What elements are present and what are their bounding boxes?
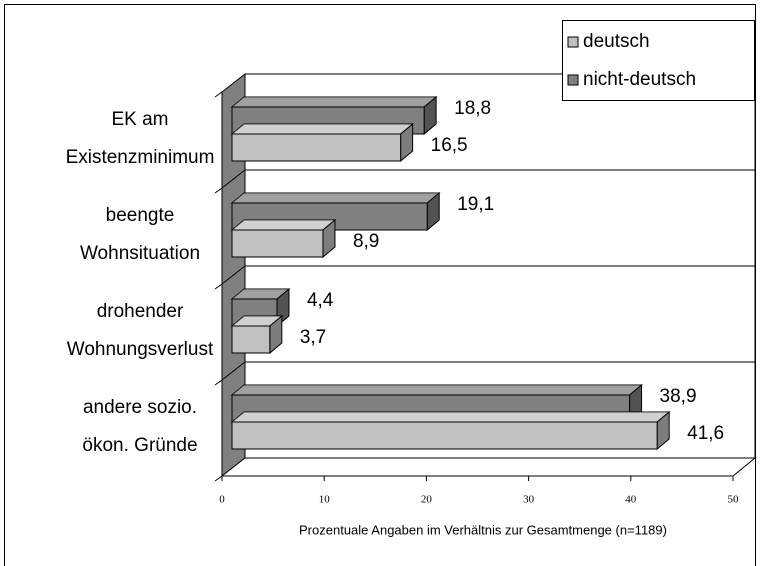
bar-side-shade xyxy=(269,316,282,353)
category-label: drohender xyxy=(97,301,184,322)
category-tick xyxy=(214,283,223,290)
legend-swatch xyxy=(567,36,579,48)
bar-side-shade xyxy=(657,412,670,449)
value-label: 16,5 xyxy=(431,135,468,156)
x-tick-label: 40 xyxy=(625,494,637,506)
bar-top-shade xyxy=(232,316,282,326)
category-separator xyxy=(221,169,246,189)
bar-side-shade xyxy=(400,124,413,161)
category-label: andere sozio. xyxy=(83,397,197,418)
bar-top-shade xyxy=(232,385,642,395)
bar-side-shade xyxy=(424,97,437,134)
bar-top-shade xyxy=(232,220,335,230)
floor xyxy=(220,457,757,477)
category-separator xyxy=(221,265,246,285)
category-tick xyxy=(214,379,223,386)
category-tick xyxy=(214,91,223,98)
bar-side-shade xyxy=(427,193,440,230)
category-label: Existenzminimum xyxy=(66,147,215,168)
category-tick xyxy=(214,187,223,194)
legend-box xyxy=(562,20,755,101)
category-label: EK am xyxy=(111,109,168,130)
category-label: Wohnungsverlust xyxy=(67,339,214,360)
legend-swatch xyxy=(567,74,579,86)
bar-top-shade xyxy=(232,412,670,422)
bar xyxy=(231,325,271,354)
bar-top-shade xyxy=(232,193,440,203)
x-tick-label: 20 xyxy=(421,494,433,506)
bar-side-shade xyxy=(322,220,335,257)
category-label: ökon. Gründe xyxy=(82,435,197,456)
bar-top-shade xyxy=(232,124,413,134)
value-label: 41,6 xyxy=(687,423,724,444)
x-axis-label: Prozentuale Angaben im Verhältnis zur Ge… xyxy=(299,522,667,537)
legend-label: deutsch xyxy=(583,31,650,52)
x-tick-label: 30 xyxy=(523,494,535,506)
category-label: Wohnsituation xyxy=(80,243,200,264)
legend-label: nicht-deutsch xyxy=(583,69,696,90)
value-label: 8,9 xyxy=(353,231,379,252)
bar xyxy=(231,229,324,258)
x-tick-label: 10 xyxy=(319,494,331,506)
value-label: 18,8 xyxy=(454,98,491,119)
value-label: 4,4 xyxy=(307,290,334,311)
category-tick xyxy=(214,475,223,482)
value-label: 3,7 xyxy=(300,327,326,348)
x-tick-label: 0 xyxy=(219,494,225,506)
bar xyxy=(231,133,402,162)
value-label: 19,1 xyxy=(457,194,494,215)
bar-top-shade xyxy=(232,97,437,107)
category-separator xyxy=(221,361,246,381)
bar xyxy=(231,421,658,450)
value-label: 38,9 xyxy=(660,386,697,407)
x-tick-label: 50 xyxy=(728,494,740,506)
category-label: beengte xyxy=(106,205,175,226)
bar-top-shade xyxy=(232,289,289,299)
